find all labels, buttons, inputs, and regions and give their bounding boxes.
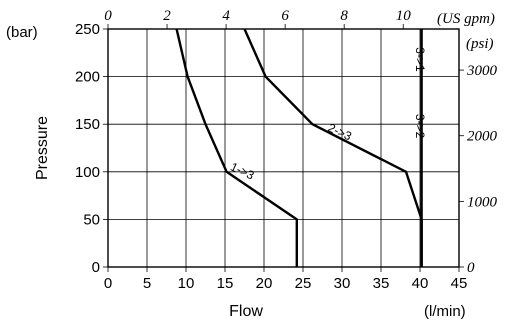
x-tick-label: 10 — [178, 275, 195, 292]
x-tick-label: 35 — [373, 275, 390, 292]
grid-lines — [103, 24, 464, 272]
curve-label: 3->1 — [413, 47, 427, 72]
secondary-x-tick-label: 8 — [340, 8, 348, 24]
secondary-y-tick-label: 2000 — [467, 129, 498, 145]
curves — [175, 28, 423, 267]
y-tick-label: 200 — [75, 69, 100, 86]
x-tick-label: 40 — [412, 275, 429, 292]
y-tick-label: 0 — [92, 259, 100, 276]
x-tick-label: 45 — [451, 275, 468, 292]
curve-label: 3->2 — [413, 114, 427, 139]
secondary-x-tick-label: 4 — [222, 8, 230, 24]
series-line — [175, 28, 298, 267]
secondary-y-tick-label: 0 — [467, 260, 475, 276]
secondary-y-unit-label: (psi) — [466, 36, 494, 52]
x-tick-label: 15 — [217, 275, 234, 292]
x-tick-label: 5 — [143, 275, 151, 292]
x-tick-label: 30 — [334, 275, 351, 292]
secondary-y-tick-label: 3000 — [466, 63, 498, 79]
y-tick-label: 250 — [75, 21, 100, 38]
x-tick-label: 25 — [295, 275, 312, 292]
secondary-x-tick-label: 6 — [281, 8, 289, 24]
x-tick-label: 20 — [256, 275, 273, 292]
y-tick-label: 100 — [75, 164, 100, 181]
plot-frame — [107, 28, 460, 268]
y-axis-title: Pressure — [34, 116, 51, 180]
y-tick-label: 50 — [83, 211, 100, 228]
secondary-x-tick-label: 10 — [396, 8, 412, 24]
series-line — [243, 28, 423, 267]
curve-labels: 1->32->33->13->2 — [228, 47, 427, 182]
secondary-x-tick-label: 2 — [163, 8, 171, 24]
secondary-y-tick-label: 1000 — [467, 194, 498, 210]
y-unit-label: (bar) — [6, 24, 38, 41]
secondary-x-unit-label: (US gpm) — [437, 11, 495, 27]
x-tick-label: 0 — [104, 275, 112, 292]
curve-label: 1->3 — [228, 160, 256, 183]
secondary-x-tick-label: 0 — [104, 8, 112, 24]
x-unit-label: (l/min) — [424, 303, 466, 320]
y-tick-label: 150 — [75, 116, 100, 133]
x-axis-title: Flow — [229, 303, 263, 320]
